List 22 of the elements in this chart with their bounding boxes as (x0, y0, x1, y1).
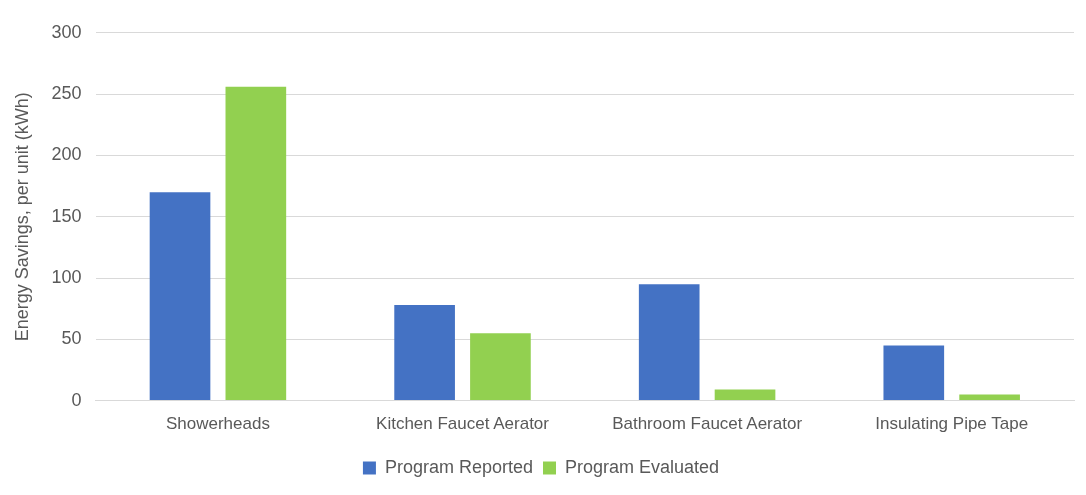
bar (883, 345, 945, 401)
x-tick-label: Bathroom Faucet Aerator (612, 414, 803, 434)
legend-label: Program Reported (384, 456, 533, 477)
bar (394, 304, 455, 401)
legend-label: Program Evaluated (564, 456, 720, 477)
y-tick-label: 50 (61, 328, 82, 349)
y-tick-label: 200 (51, 144, 82, 165)
x-tick-label: Insulating Pipe Tape (875, 414, 1029, 434)
y-tick-label: 250 (51, 83, 82, 104)
bar (959, 394, 1020, 401)
x-tick-label: Kitchen Faucet Aerator (376, 414, 550, 434)
bar (149, 192, 211, 401)
bar (714, 389, 776, 401)
y-tick-label: 0 (71, 389, 82, 410)
bar (470, 333, 531, 401)
y-axis-title: Energy Savings, per unit (kWh) (11, 92, 32, 342)
y-tick-label: 100 (51, 266, 82, 287)
y-tick-label: 150 (51, 205, 82, 226)
x-tick-label: Showerheads (165, 414, 270, 434)
bar (225, 86, 287, 401)
bar (638, 284, 700, 401)
y-tick-label: 300 (51, 21, 82, 42)
